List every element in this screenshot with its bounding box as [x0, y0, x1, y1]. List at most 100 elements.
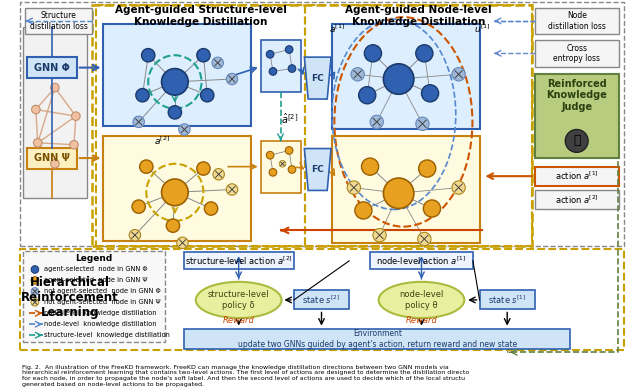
Circle shape [418, 232, 431, 246]
Text: Reinforced
Knowledge
Judge: Reinforced Knowledge Judge [547, 79, 607, 112]
Bar [535, 74, 619, 158]
Ellipse shape [379, 282, 465, 318]
Text: structure-level
policy δ: structure-level policy δ [208, 290, 269, 310]
Circle shape [72, 112, 80, 120]
Bar [22, 251, 165, 342]
Circle shape [161, 69, 188, 95]
Text: $\hat{a}^{[2]}$: $\hat{a}^{[2]}$ [280, 112, 298, 126]
Text: state $s^{[2]}$: state $s^{[2]}$ [302, 294, 340, 306]
Circle shape [204, 202, 218, 215]
Text: structure-level action $a^{[2]}$: structure-level action $a^{[2]}$ [185, 255, 292, 267]
Circle shape [70, 140, 78, 149]
Circle shape [416, 117, 429, 130]
Bar [26, 8, 92, 34]
Circle shape [161, 179, 188, 206]
Circle shape [200, 88, 214, 102]
Bar [479, 291, 535, 310]
Text: not agent-selected  node in GNN Φ: not agent-selected node in GNN Φ [44, 288, 161, 294]
Circle shape [288, 166, 296, 173]
Bar [332, 136, 479, 243]
Circle shape [565, 130, 588, 152]
Polygon shape [305, 57, 331, 99]
Circle shape [31, 105, 40, 114]
Circle shape [227, 73, 237, 85]
Circle shape [358, 87, 376, 104]
Text: node-level  knowledge distillation: node-level knowledge distillation [44, 321, 157, 327]
Bar [22, 27, 87, 198]
Text: agent-selected  node in GNN Φ: agent-selected node in GNN Φ [44, 267, 148, 272]
Bar [535, 191, 619, 210]
Circle shape [33, 139, 42, 147]
Text: action $a^{[2]}$: action $a^{[2]}$ [555, 194, 598, 206]
Text: node-level
policy θ: node-level policy θ [399, 290, 444, 310]
Bar [28, 57, 77, 78]
Circle shape [452, 181, 465, 194]
Circle shape [51, 83, 59, 92]
Circle shape [132, 200, 145, 213]
Bar [184, 329, 570, 350]
Circle shape [166, 219, 180, 232]
Text: node-level action $a^{[1]}$: node-level action $a^{[1]}$ [376, 255, 467, 267]
Circle shape [364, 45, 381, 62]
Circle shape [269, 68, 276, 75]
Bar [20, 249, 624, 350]
Text: Structure
distillation loss: Structure distillation loss [30, 11, 88, 31]
Text: Fig. 2.  An illustration of the FreeKD framework. FreeKD can manage the knowledg: Fig. 2. An illustration of the FreeKD fr… [22, 365, 469, 387]
Text: 🤖: 🤖 [573, 134, 580, 147]
Bar [260, 141, 301, 193]
Circle shape [370, 115, 383, 128]
Text: structure-level  knowledge distillation: structure-level knowledge distillation [44, 332, 170, 338]
Bar [294, 291, 349, 310]
Circle shape [279, 161, 286, 167]
Text: $a^{[2]}$: $a^{[2]}$ [154, 135, 171, 147]
Bar [370, 252, 473, 270]
Text: not agent-selected  node in GNN Ψ: not agent-selected node in GNN Ψ [44, 299, 161, 305]
Polygon shape [305, 149, 331, 191]
Circle shape [269, 168, 276, 176]
Circle shape [348, 181, 360, 194]
Circle shape [31, 288, 38, 295]
Circle shape [266, 50, 274, 58]
Circle shape [213, 168, 225, 180]
Text: FC: FC [311, 74, 324, 83]
Text: GNN Φ: GNN Φ [34, 62, 70, 73]
Text: state $s^{[1]}$: state $s^{[1]}$ [488, 294, 527, 306]
Bar [260, 40, 301, 92]
Ellipse shape [196, 282, 282, 318]
Text: Node
distillation loss: Node distillation loss [548, 11, 605, 31]
Text: FC: FC [311, 165, 324, 174]
Bar [104, 136, 251, 241]
Bar [332, 24, 479, 128]
Circle shape [196, 162, 210, 175]
Circle shape [227, 184, 237, 195]
Circle shape [373, 229, 387, 242]
Circle shape [212, 57, 223, 69]
Bar [20, 2, 624, 246]
Circle shape [177, 237, 188, 249]
Circle shape [51, 159, 59, 168]
Bar [96, 5, 305, 246]
Text: node-level  knowledge distillation: node-level knowledge distillation [44, 310, 157, 316]
Circle shape [285, 46, 293, 53]
Text: $a^{[1]}$: $a^{[1]}$ [328, 23, 345, 35]
Text: Hierarchical
Reinforcement
Learning: Hierarchical Reinforcement Learning [21, 275, 119, 319]
Circle shape [31, 266, 38, 273]
Bar [184, 252, 294, 270]
Bar [305, 5, 532, 246]
Circle shape [383, 64, 414, 94]
Circle shape [168, 106, 182, 119]
Bar [535, 40, 619, 67]
Circle shape [288, 65, 296, 73]
Circle shape [362, 158, 379, 175]
Circle shape [351, 68, 364, 81]
Circle shape [140, 160, 153, 173]
Circle shape [355, 202, 372, 219]
Bar [535, 8, 619, 34]
Text: agent-selected  node in GNN Ψ: agent-selected node in GNN Ψ [44, 277, 148, 283]
Circle shape [424, 200, 440, 217]
Text: Legend: Legend [76, 255, 113, 263]
Text: Reward: Reward [406, 316, 437, 326]
Circle shape [416, 45, 433, 62]
Text: Reward: Reward [223, 316, 255, 326]
Circle shape [383, 178, 414, 208]
